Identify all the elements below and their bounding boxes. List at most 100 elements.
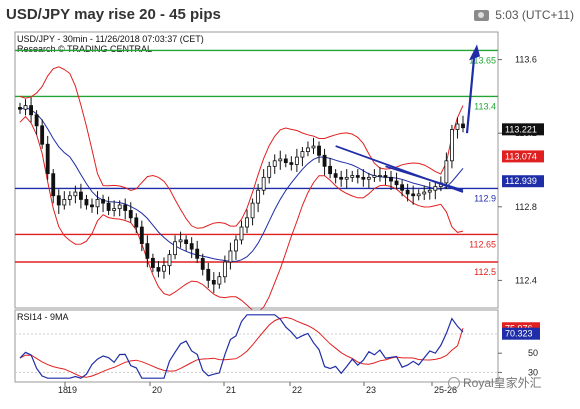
watermark-text: Royal皇家外汇 [463, 376, 542, 390]
candle [67, 195, 72, 200]
candle [317, 145, 321, 156]
x-tick-label: 20 [152, 385, 162, 395]
page-title: USD/JPY may rise 20 - 45 pips [6, 6, 221, 23]
price-badge [502, 150, 544, 163]
candle [355, 175, 360, 178]
candle [51, 173, 56, 197]
candle [261, 176, 266, 191]
candle [400, 184, 405, 191]
candle [366, 176, 371, 180]
wechat-icon [448, 376, 460, 389]
candle [134, 217, 139, 228]
forecast-arrow-head [469, 44, 480, 61]
candle [389, 176, 393, 182]
candle [40, 125, 45, 145]
price-badge-label: 113.074 [505, 151, 537, 161]
candle [29, 105, 33, 116]
candle [34, 114, 39, 127]
chart-subtitle: Research © TRADING CENTRAL [17, 44, 152, 54]
candle [173, 241, 177, 256]
candle [333, 173, 338, 178]
candle [256, 189, 261, 204]
candle [378, 175, 382, 177]
rsi-title: RSI14 - 9MA [17, 312, 69, 322]
candle [306, 147, 310, 152]
header-meta: 5:03 (UTC+11) [474, 8, 574, 22]
candle [267, 165, 272, 178]
candle [461, 123, 465, 129]
candle [184, 239, 189, 244]
candle [73, 191, 78, 197]
level-label: 112.9 [474, 193, 496, 203]
candle [62, 199, 67, 206]
candle [18, 107, 22, 110]
candle [90, 204, 94, 208]
candle [328, 165, 333, 175]
candle [289, 162, 294, 165]
candle [112, 208, 117, 211]
y-tick-label: 112.4 [515, 275, 537, 285]
bollinger-lower [19, 115, 464, 313]
candle [128, 210, 133, 219]
candle [283, 158, 288, 164]
rsi-ma-line [19, 316, 464, 378]
candle [272, 160, 277, 167]
candle [150, 257, 155, 268]
price-badge [502, 175, 544, 188]
candle [278, 158, 283, 162]
candle [455, 123, 460, 130]
bollinger-upper [19, 66, 464, 229]
candle [339, 176, 344, 180]
candle [416, 193, 421, 197]
rsi-badge [502, 327, 540, 340]
candle [211, 279, 216, 285]
header: USD/JPY may rise 20 - 45 pips 5:03 (UTC+… [0, 0, 580, 30]
y-tick-label: 113.6 [515, 55, 537, 65]
candle [344, 176, 349, 180]
x-tick-label: 23 [366, 385, 376, 395]
candle [106, 202, 111, 211]
candle [206, 268, 211, 281]
x-tick-label: 21 [226, 385, 236, 395]
level-label: 112.65 [469, 239, 496, 249]
candle [23, 105, 28, 110]
level-label: 112.5 [474, 267, 496, 277]
price-badge-label: 113.221 [505, 124, 537, 134]
candle [84, 199, 89, 206]
candle [294, 156, 299, 165]
x-tick-label: 22 [292, 385, 302, 395]
candle [200, 257, 205, 270]
rsi-panel: RSI14 - 9MA503018192021222325-2675.97670… [14, 309, 540, 395]
candle [117, 204, 122, 210]
candle [239, 226, 244, 241]
candle [178, 239, 183, 243]
watermark: Royal皇家外汇 [448, 374, 542, 391]
candle [167, 254, 172, 267]
header-time: 5:03 (UTC+11) [495, 8, 574, 22]
main-frame [14, 31, 499, 309]
candle [422, 191, 427, 195]
candle [311, 145, 316, 149]
candle [361, 176, 366, 180]
rsi-y-tick-label: 50 [528, 348, 538, 358]
candle [217, 276, 222, 285]
candle [322, 154, 327, 167]
candle [383, 175, 388, 178]
rsi-badge-label: 70.323 [505, 329, 533, 339]
candle [433, 186, 438, 191]
candle [162, 265, 166, 272]
candle [450, 129, 454, 162]
price-badge-label: 112.939 [505, 176, 537, 186]
candle [411, 193, 416, 197]
candle [245, 217, 249, 228]
rsi-y-tick-label: 30 [528, 367, 538, 377]
camera-icon [474, 9, 490, 21]
candle [95, 199, 100, 208]
price-badge [502, 123, 544, 136]
candle [372, 175, 377, 178]
candle [195, 248, 200, 259]
candle [78, 191, 83, 200]
candle [350, 175, 355, 178]
candle [189, 243, 194, 250]
